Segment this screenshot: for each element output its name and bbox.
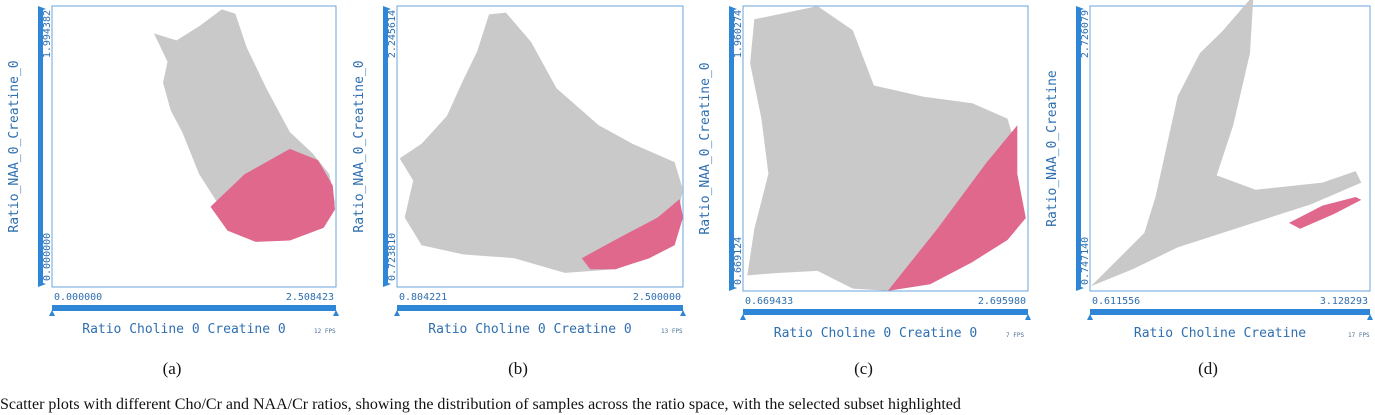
y-axis-range-slider[interactable] bbox=[729, 8, 734, 287]
x-tick-min: 0.000000 bbox=[54, 292, 102, 303]
x-tick-max: 2.695980 bbox=[978, 296, 1026, 307]
y-tick-min: 0.723810 bbox=[387, 233, 398, 281]
y-tick-min: 0.747140 bbox=[1080, 237, 1091, 285]
fps-counter: 7 FPS bbox=[1006, 332, 1024, 339]
x-axis-left-handle[interactable] bbox=[394, 310, 400, 316]
scatter-panel-2: 0.723810 2.245614 0.804221 2.500000 Ratio_NA… bbox=[352, 5, 686, 378]
y-tick-max: 1.994382 bbox=[42, 10, 53, 58]
y-axis-label: Ratio_NAA_0_Creatine_0 bbox=[7, 60, 22, 232]
fps-counter: 17 FPS bbox=[1348, 332, 1370, 339]
y-axis-top-handle[interactable] bbox=[1076, 6, 1084, 12]
selected-points-cloud bbox=[1289, 197, 1362, 229]
y-axis-range-slider[interactable] bbox=[38, 8, 43, 283]
x-tick-min: 0.804221 bbox=[399, 292, 447, 303]
selected-points-cloud bbox=[887, 125, 1026, 291]
y-axis-label: Ratio_NAA_0_Creatine bbox=[1045, 70, 1060, 227]
x-axis-right-handle[interactable] bbox=[680, 310, 686, 316]
y-axis-top-handle[interactable] bbox=[38, 6, 46, 12]
plot-frame bbox=[742, 5, 1029, 292]
panel-label: (c) bbox=[854, 359, 873, 378]
x-axis-range-slider[interactable] bbox=[52, 305, 336, 311]
x-tick-max: 3.128293 bbox=[1320, 296, 1368, 307]
y-tick-min: 0.000000 bbox=[42, 233, 53, 281]
x-axis-label: Ratio Choline 0 Creatine 0 bbox=[774, 326, 978, 341]
x-axis-left-handle[interactable] bbox=[1087, 314, 1093, 320]
plot-frame bbox=[51, 5, 337, 288]
x-axis-range-slider[interactable] bbox=[743, 309, 1028, 315]
fps-counter: 12 FPS bbox=[314, 328, 336, 335]
scatter-panel-4: 0.747140 2.726079 0.611556 3.128293 Ratio_NA… bbox=[1045, 0, 1373, 378]
x-axis-range-slider[interactable] bbox=[1090, 309, 1370, 315]
y-axis-label: Ratio_NAA_0_Creatine_0 bbox=[352, 60, 367, 232]
y-axis-bottom-handle[interactable] bbox=[383, 281, 391, 287]
plot-frame bbox=[396, 5, 684, 288]
x-axis-range-slider[interactable] bbox=[397, 305, 683, 311]
y-axis-bottom-handle[interactable] bbox=[729, 285, 737, 291]
y-tick-max: 2.245614 bbox=[387, 10, 398, 58]
panel-label: (b) bbox=[508, 359, 528, 378]
y-tick-max: 2.726079 bbox=[1080, 10, 1091, 58]
scatter-panel-3: 0.669124 1.960274 0.669433 2.695980 Ratio_NA… bbox=[698, 5, 1031, 378]
x-tick-min: 0.611556 bbox=[1092, 296, 1140, 307]
x-axis-left-handle[interactable] bbox=[740, 314, 746, 320]
y-tick-min: 0.669124 bbox=[733, 237, 744, 285]
panel-label: (a) bbox=[163, 359, 182, 378]
panel-label: (d) bbox=[1198, 359, 1218, 378]
all-points-cloud bbox=[1090, 0, 1362, 287]
y-axis-label: Ratio_NAA_0_Creatine_0 bbox=[698, 62, 713, 234]
x-tick-max: 2.508423 bbox=[286, 292, 334, 303]
figure-caption: Scatter plots with different Cho/Cr and … bbox=[0, 396, 961, 413]
x-axis-right-handle[interactable] bbox=[1025, 314, 1031, 320]
selected-points-cloud bbox=[210, 148, 335, 242]
x-axis-label: Ratio Choline 0 Creatine 0 bbox=[82, 322, 286, 337]
fps-counter: 13 FPS bbox=[661, 328, 683, 335]
y-axis-bottom-handle[interactable] bbox=[1076, 285, 1084, 291]
y-axis-range-slider[interactable] bbox=[1076, 8, 1081, 287]
x-axis-right-handle[interactable] bbox=[1367, 314, 1373, 320]
plot-frame bbox=[1089, 5, 1371, 292]
selected-points-cloud bbox=[581, 199, 683, 270]
y-axis-top-handle[interactable] bbox=[383, 6, 391, 12]
y-axis-range-slider[interactable] bbox=[383, 8, 388, 283]
x-axis-label: Ratio Choline 0 Creatine 0 bbox=[428, 322, 632, 337]
y-tick-max: 1.960274 bbox=[733, 10, 744, 58]
x-tick-min: 0.669433 bbox=[745, 296, 793, 307]
x-axis-right-handle[interactable] bbox=[333, 310, 339, 316]
x-tick-max: 2.500000 bbox=[633, 292, 681, 303]
x-axis-label: Ratio Choline Creatine bbox=[1134, 326, 1306, 341]
y-axis-bottom-handle[interactable] bbox=[38, 281, 46, 287]
y-axis-top-handle[interactable] bbox=[729, 6, 737, 12]
all-points-cloud bbox=[399, 12, 683, 273]
x-axis-left-handle[interactable] bbox=[49, 310, 55, 316]
scatter-panel-1: 0.000000 1.994382 0.000000 2.508423 Ratio_NA… bbox=[7, 5, 339, 378]
